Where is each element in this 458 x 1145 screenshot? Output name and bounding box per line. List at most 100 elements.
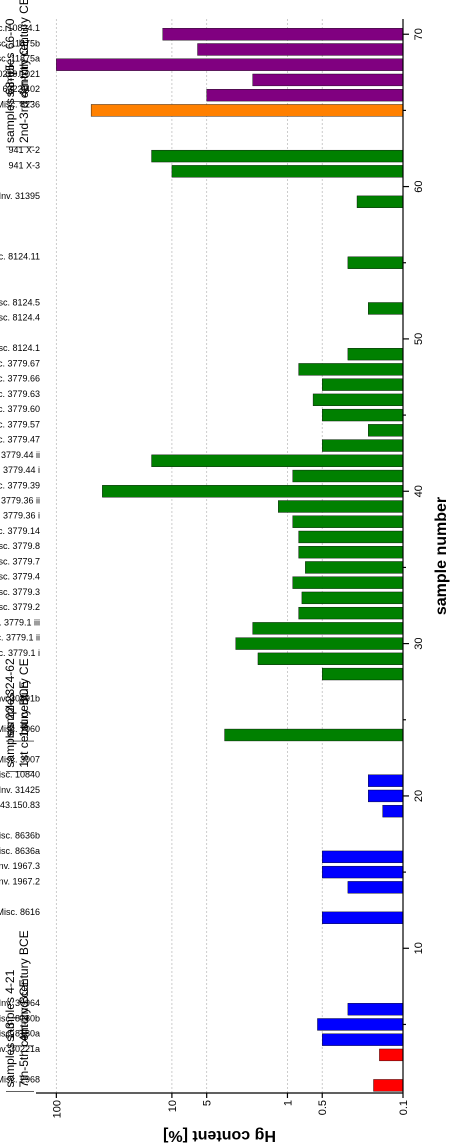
- y-tick-label: 1: [282, 1100, 294, 1106]
- sample-label: Misc. 3779.4: [0, 572, 40, 582]
- x-tick-label: 30: [413, 637, 425, 649]
- sample-label: Misc. 8124.11: [0, 252, 40, 262]
- sample-label: 941 X-2: [8, 145, 40, 155]
- y-tick-label: 0.1: [398, 1100, 410, 1115]
- bar-sample-70: [162, 28, 404, 41]
- bar-sample-14: [347, 881, 404, 894]
- sample-label: Misc. 3779.1 ii: [0, 633, 40, 643]
- sample-label: Inv. 30221a: [0, 1044, 40, 1054]
- bar-sample-48: [298, 363, 404, 376]
- bar-sample-44: [368, 424, 404, 437]
- sample-label: Misc. 3779.1 i: [0, 648, 40, 658]
- sample-label: Misc. 8616: [0, 907, 40, 917]
- sample-label: Misc. 3779.14: [0, 526, 40, 536]
- sample-label: Misc. 8636b: [0, 831, 40, 841]
- sample-label: Misc. 3779.39: [0, 480, 40, 490]
- bar-sample-69: [197, 43, 404, 56]
- sample-label: Misc. 3779.60: [0, 404, 40, 414]
- x-tick-label: 20: [413, 790, 425, 802]
- bar-sample-19: [382, 805, 404, 818]
- bar-sample-40: [102, 485, 404, 498]
- bar-sample-62: [151, 149, 404, 163]
- sample-label: Inv. 30891b: [0, 694, 40, 704]
- bar-sample-20: [368, 789, 404, 803]
- period-era-label: 4th-2nd century BCE: [17, 930, 31, 1041]
- period-samples-label: samples 1-3: [3, 1022, 17, 1088]
- bar-sample-61: [171, 165, 404, 178]
- bar-sample-34: [292, 576, 404, 589]
- bar-sample-5: [317, 1018, 404, 1031]
- sample-label: Inv. 30219.1021: [0, 69, 40, 79]
- bar-sample-28: [322, 667, 404, 681]
- sample-label: Misc. 8124.4: [0, 313, 40, 323]
- bar-sample-35: [305, 561, 404, 574]
- bar-sample-43: [322, 439, 404, 452]
- period-samples-label: samples 66-70: [3, 18, 17, 97]
- bar-sample-46: [312, 393, 404, 406]
- bar-sample-65: [90, 104, 404, 117]
- bar-sample-12: [322, 911, 404, 924]
- period-samples-label: samples 63-65: [3, 64, 17, 143]
- bar-sample-49: [347, 348, 404, 361]
- sample-label: Misc. 3779.2: [0, 602, 40, 612]
- sample-label: Misc. 3779.44 i: [0, 465, 40, 475]
- period-era-label: 4th-7th century CE: [17, 0, 31, 97]
- bar-layer: [56, 28, 404, 1092]
- sample-label: Misc. 3007: [0, 754, 40, 764]
- bar-sample-38: [292, 515, 404, 528]
- axis-layer: 10 20 30 40 50 60 70 0.1 0.5 1 5 10 100 sample number…: [36, 19, 450, 1144]
- bar-sample-31: [252, 622, 404, 635]
- sample-label: Misc. 11875b: [0, 38, 40, 48]
- bar-sample-45: [322, 408, 404, 422]
- sample-label: Misc. 3779.47: [0, 435, 40, 445]
- bar-sample-16: [322, 850, 404, 864]
- period-samples-label: samples 4-21: [3, 969, 17, 1041]
- sample-label: Misc. 8124.1: [0, 343, 40, 353]
- bar-sample-33: [301, 591, 404, 605]
- sample-label-layer: Misc. 2968 Inv. 30221a Misc. 8180a Misc. 81…: [0, 23, 40, 1084]
- bar-sample-21: [368, 774, 404, 787]
- bar-sample-47: [322, 378, 404, 391]
- sample-label: Misc. 3779.36 i: [0, 511, 40, 521]
- bar-sample-15: [322, 865, 404, 879]
- sample-label: Misc. 11875a: [0, 54, 40, 64]
- y-tick-label: 5: [202, 1100, 214, 1106]
- sample-label: Misc. 7060: [0, 724, 40, 734]
- sample-label: Misc. 8180a: [0, 1029, 40, 1039]
- x-axis-title: sample number: [433, 497, 450, 615]
- x-tick-label: 50: [413, 333, 425, 345]
- bar-sample-39: [278, 500, 404, 513]
- sample-label: Misc. 10824.1: [0, 23, 40, 33]
- sample-label: Inv. 31425: [0, 785, 40, 795]
- bar-sample-24: [224, 728, 404, 742]
- sample-label: Misc. 3779.66: [0, 374, 40, 384]
- bar-sample-4: [322, 1033, 404, 1046]
- sample-label: Misc. 8236: [0, 99, 40, 109]
- sample-label: Misc. 3779.36 ii: [0, 495, 40, 505]
- bar-sample-3: [379, 1048, 404, 1062]
- sample-label: Misc. 3779.1 iii: [0, 617, 40, 627]
- sample-label: Misc. 10840: [0, 770, 40, 780]
- y-axis-title: Hg content [%]: [163, 1127, 276, 1144]
- y-tick-label: 100: [51, 1100, 63, 1118]
- period-samples-label: samples 22-23: [3, 689, 17, 768]
- bar-sample-1: [373, 1079, 404, 1092]
- x-tick-label: 70: [413, 28, 425, 40]
- x-tick-label: 40: [413, 485, 425, 497]
- sample-label: Inv. 30964: [0, 998, 40, 1008]
- bar-sample-30: [235, 637, 404, 650]
- sample-label: Misc. 3779.67: [0, 358, 40, 368]
- sample-label: Journ. 1843.150.83: [0, 800, 40, 810]
- bar-sample-29: [257, 652, 404, 665]
- sample-label: Misc. 3779.63: [0, 389, 40, 399]
- period-era-label: 1st century CE: [17, 658, 31, 737]
- bar-sample-52: [368, 302, 404, 315]
- x-tick-label: 10: [413, 942, 425, 954]
- bar-sample-42: [151, 454, 404, 467]
- sample-label: 941 X-3: [8, 160, 40, 170]
- sample-label: Misc. 3779.57: [0, 419, 40, 429]
- y-tick-label: 10: [167, 1100, 179, 1112]
